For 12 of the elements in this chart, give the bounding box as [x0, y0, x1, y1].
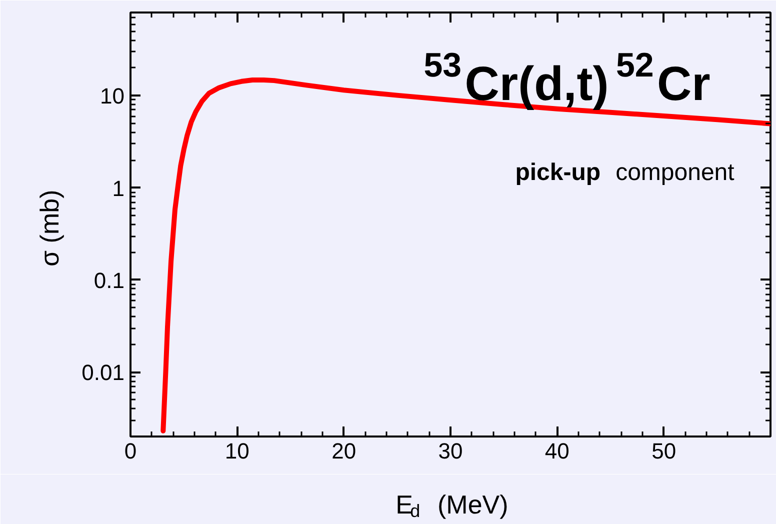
x-tick-label: 50: [652, 438, 676, 464]
y-tick-label: 10: [100, 84, 125, 109]
x-tick-label: 20: [332, 438, 356, 464]
x-tick-label: 40: [544, 438, 570, 464]
x-tick-label: 0: [124, 438, 137, 464]
x-tick-label: 10: [224, 438, 250, 464]
y-tick-label: 0.01: [82, 360, 125, 386]
annotation: pick-up component: [515, 159, 735, 186]
x-tick-label: 30: [438, 438, 463, 464]
y-tick-label: 0.1: [94, 268, 125, 293]
y-tick-label: 1: [112, 176, 125, 201]
y-axis-title: σ (mb): [34, 190, 65, 266]
